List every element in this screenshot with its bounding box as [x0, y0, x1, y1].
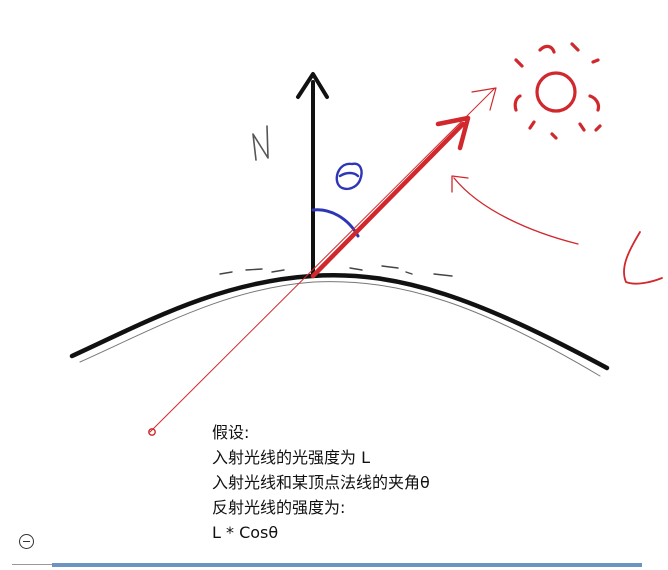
angle-arc: [311, 208, 360, 238]
sun-icon: [513, 42, 602, 140]
notes-line-reflected: 反射光线的强度为:: [212, 498, 346, 517]
ray-end-dot: [148, 428, 156, 436]
normal-arrowhead: [296, 72, 329, 99]
incident-ray-extended: [149, 87, 496, 433]
theta-symbol: [335, 162, 363, 191]
notes-line-angle: 入射光线和某顶点法线的夹角θ: [212, 473, 430, 492]
surface-curve: [69, 273, 610, 371]
incident-ray-arrowhead: [471, 87, 497, 111]
minus-icon: [23, 540, 30, 543]
explanation-notes: 假设: 入射光线的光强度为 L 入射光线和某顶点法线的夹角θ 反射光线的强度为:…: [212, 420, 592, 545]
normal-label-drawing: [252, 125, 269, 161]
reflected-ray: [310, 121, 466, 279]
light-direction-arrowhead: [451, 175, 469, 193]
bottom-divider: [12, 564, 52, 565]
reflected-ray-arrowhead: [435, 115, 471, 151]
notes-line-assumption: 假设:: [212, 423, 250, 442]
surface-shadow-line: [79, 281, 601, 377]
notes-line-formula: L * Cosθ: [212, 523, 279, 542]
light-label-drawing: [623, 231, 663, 285]
zoom-out-button[interactable]: [19, 534, 34, 549]
light-direction-curve: [453, 177, 579, 245]
notes-line-incident-intensity: 入射光线的光强度为 L: [212, 448, 371, 467]
progress-bar[interactable]: [52, 563, 642, 567]
progress-fill: [52, 563, 642, 567]
tangent-dashes: [219, 265, 453, 277]
